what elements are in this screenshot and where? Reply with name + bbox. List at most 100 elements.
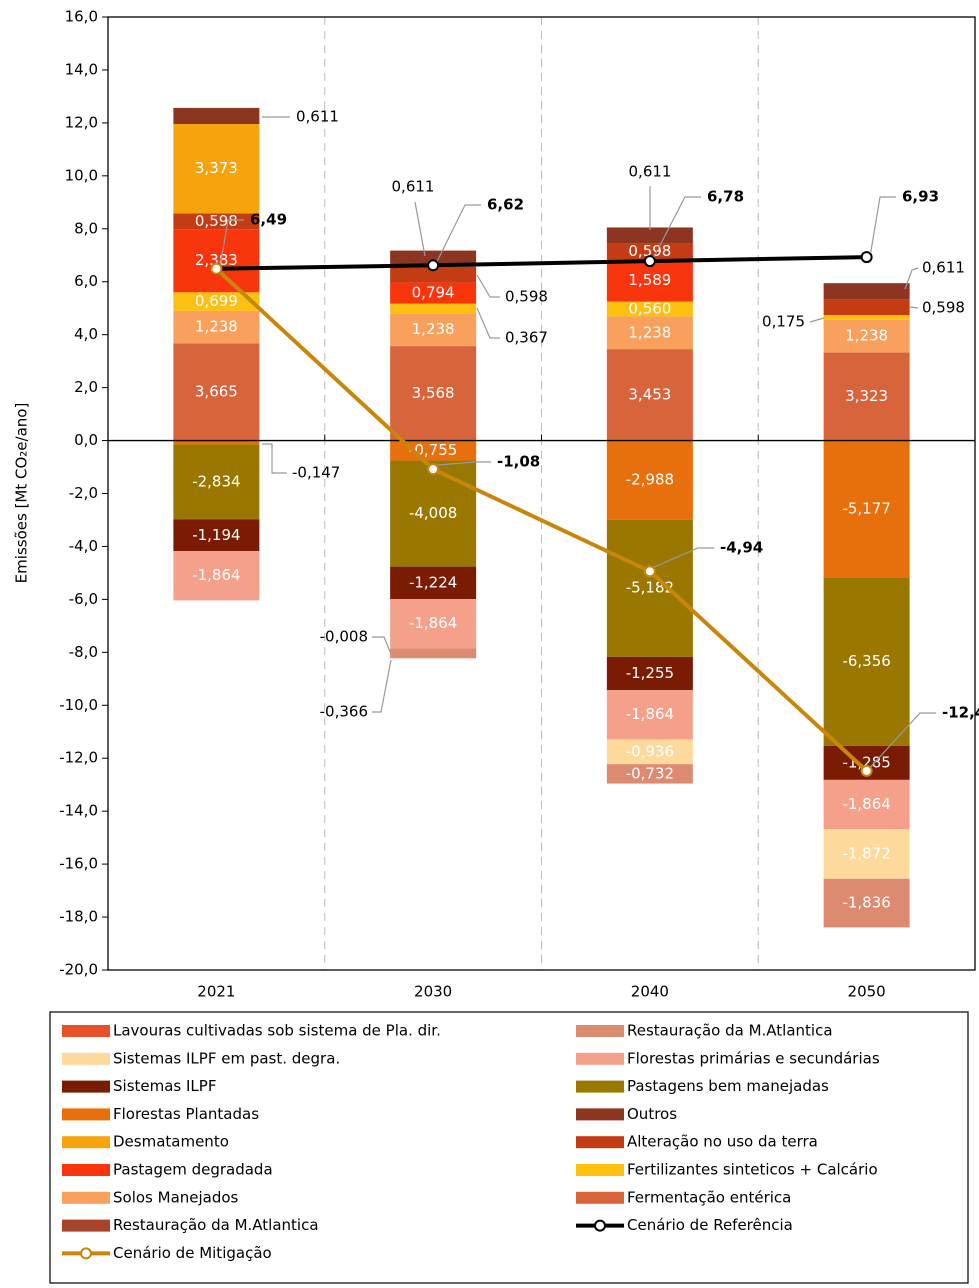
legend-label: Sistemas ILPF [113,1077,216,1095]
data-label: -6,356 [842,652,890,670]
legend-swatch-point [595,1221,605,1231]
label-leader [372,637,391,654]
legend-swatch [62,1108,110,1120]
y-tick-label: -8,0 [69,643,98,661]
legend-label: Pastagens bem manejadas [627,1077,829,1095]
y-tick-label: -12,0 [59,749,98,767]
data-label: -1,194 [192,526,240,544]
legend-label: Restauração da M.Atlantica [627,1022,833,1040]
legend-swatch [576,1053,624,1065]
legend-label: Florestas Plantadas [113,1105,259,1123]
bar-segment [824,283,910,299]
legend-swatch [62,1136,110,1148]
data-label: 1,589 [628,271,671,289]
data-label: 1,238 [195,318,238,336]
data-label: -0,936 [626,742,674,760]
data-label: -1,864 [842,795,890,813]
y-tick-label: -16,0 [59,855,98,873]
legend-label: Fertilizantes sinteticos + Calcário [627,1161,878,1179]
legend-label: Solos Manejados [113,1188,239,1206]
y-tick-label: 14,0 [65,60,98,78]
bar-segment [390,304,476,314]
data-label: 0,367 [505,329,548,347]
line-label: 6,49 [250,211,287,229]
data-label: 0,611 [629,163,672,181]
line-label: -12,48 [942,704,979,722]
data-label: -5,177 [842,500,890,518]
data-label: -1,864 [409,614,457,632]
label-leader [372,660,391,712]
data-label: -1,255 [626,664,674,682]
line-point [645,566,655,576]
x-tick-label: 2030 [414,983,452,1001]
line-point [428,260,438,270]
data-label: 0,598 [922,299,965,317]
data-label: 0,611 [922,259,965,277]
line-point [645,256,655,266]
legend-label: Cenário de Mitigação [113,1244,272,1262]
line-point [862,766,872,776]
legend-label: Alteração no uso da terra [627,1133,818,1151]
data-label: 0,611 [296,108,339,126]
x-tick-label: 2021 [197,983,235,1001]
line-label: -1,08 [497,453,540,471]
y-tick-label: 6,0 [74,272,98,290]
data-label: -2,988 [626,471,674,489]
data-label: -1,224 [409,573,457,591]
legend-swatch [62,1220,110,1232]
y-tick-label: -10,0 [59,696,98,714]
bar-segment [173,108,259,124]
legend-label: Restauração da M.Atlantica [113,1216,319,1234]
data-label: 0,794 [412,284,455,302]
x-tick-label: 2040 [631,983,669,1001]
legend-swatch-point [81,1248,91,1258]
legend-label: Florestas primárias e secundárias [627,1049,880,1067]
legend-swatch [62,1164,110,1176]
legend-label: Desmatamento [113,1133,229,1151]
x-tick-label: 2050 [848,983,886,1001]
label-leader [910,307,918,308]
label-leader [262,444,287,473]
data-label: 0,699 [195,292,238,310]
label-leader [477,275,500,297]
legend-label: Pastagem degradada [113,1161,273,1179]
y-tick-label: 10,0 [65,166,98,184]
legend-label: Outros [627,1105,677,1123]
data-label: -0,732 [626,764,674,782]
data-label: 1,238 [412,320,455,338]
y-tick-label: -20,0 [59,961,98,979]
data-label: -0,755 [409,441,457,459]
y-tick-label: 2,0 [74,378,98,396]
y-tick-label: 8,0 [74,219,98,237]
y-tick-label: -14,0 [59,802,98,820]
data-label: 3,323 [845,387,888,405]
data-label: -4,008 [409,504,457,522]
data-label: 1,238 [628,323,671,341]
data-label: -0,147 [292,464,340,482]
legend-label: Lavouras cultivadas sob sistema de Pla. … [113,1022,441,1040]
data-label: -1,864 [626,705,674,723]
data-label: 0,560 [628,299,671,317]
legend-swatch [576,1081,624,1093]
data-label: -2,834 [192,472,240,490]
legend-label: Cenário de Referência [627,1216,793,1234]
data-label: 0,611 [392,178,435,196]
line-label: 6,78 [707,188,744,206]
y-tick-label: 12,0 [65,113,98,131]
line-point [211,264,221,274]
data-label: 0,175 [762,313,805,331]
y-tick-label: -2,0 [69,484,98,502]
data-label: 3,665 [195,383,238,401]
legend-swatch [576,1164,624,1176]
legend-swatch [62,1053,110,1065]
y-tick-label: 4,0 [74,325,98,343]
data-label: 0,598 [505,288,548,306]
data-label: 1,238 [845,327,888,345]
legend-swatch [62,1192,110,1204]
legend-label: Fermentação entérica [627,1188,791,1206]
label-leader [810,318,824,322]
legend-swatch [576,1108,624,1120]
bar-segment [824,315,910,320]
legend-swatch [62,1025,110,1037]
